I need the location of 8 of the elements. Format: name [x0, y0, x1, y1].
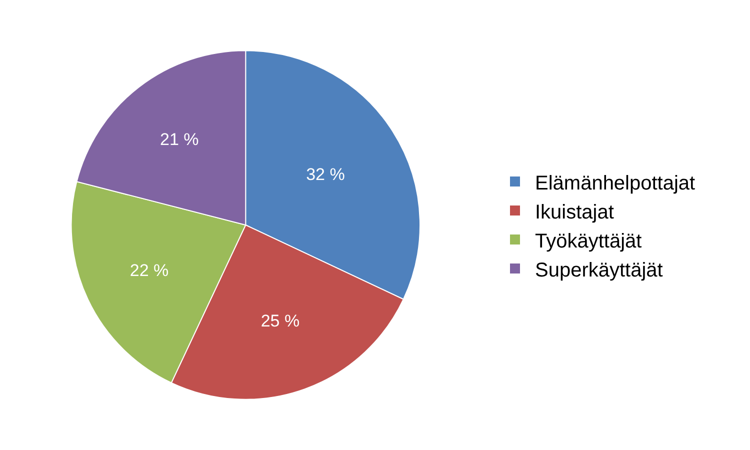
legend-label: Työkäyttäjät: [535, 230, 642, 252]
legend-label: Superkäyttäjät: [535, 259, 664, 282]
data-label: 25 %: [260, 312, 300, 331]
data-label: 22 %: [130, 260, 169, 280]
data-label: 21 %: [160, 130, 199, 150]
data-label: 32 %: [306, 164, 345, 184]
legend-label: Elämänhelpottajat: [535, 172, 696, 194]
legend-label: Ikuistajat: [535, 201, 614, 224]
